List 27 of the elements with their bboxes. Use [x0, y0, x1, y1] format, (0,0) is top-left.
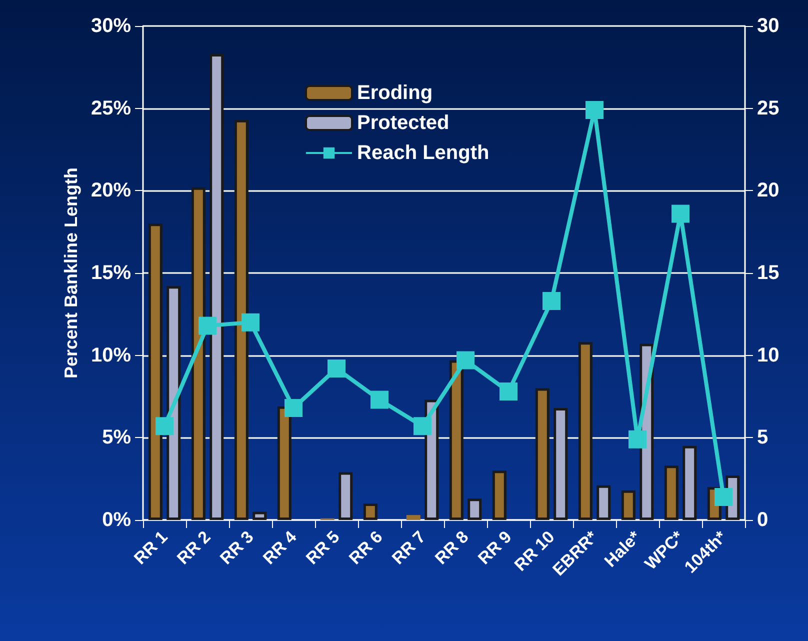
y2-tick-label: 30 — [757, 15, 780, 37]
y2-tick-label: 5 — [757, 426, 768, 449]
legend-label: Eroding — [357, 82, 433, 104]
y-tick-label: 5% — [102, 426, 132, 449]
y-tick-label: 15% — [90, 262, 132, 284]
y2-tick-label: 10 — [757, 344, 780, 366]
y-tick-label: 10% — [90, 344, 132, 366]
y-tick-label: 25% — [90, 97, 132, 120]
y-tick-label: 20% — [90, 180, 132, 202]
x-tick-label: RR 6 — [345, 527, 386, 568]
y2-tick-label: 20 — [757, 180, 780, 202]
x-tick-label: RR 5 — [302, 527, 344, 568]
x-tick-label: RR 9 — [474, 527, 516, 568]
y-tick-label: 0% — [102, 509, 132, 531]
y-axis-title: Percent Bankline Length — [61, 167, 82, 379]
x-tick-label: RR 8 — [431, 527, 472, 568]
x-tick-label: RR 1 — [130, 527, 172, 568]
legend-label: Reach Length — [357, 142, 490, 164]
y2-tick-label: 25 — [757, 97, 780, 120]
y2-tick-label: 0 — [757, 509, 768, 531]
y-tick-label: 30% — [90, 15, 132, 37]
legend-label: Protected — [357, 112, 450, 134]
y2-tick-label: 15 — [757, 262, 780, 284]
x-tick-label: RR 2 — [173, 527, 214, 568]
x-tick-label: RR 7 — [388, 527, 430, 568]
x-tick-label: RR 3 — [216, 527, 258, 568]
x-tick-label: RR 4 — [259, 526, 301, 568]
